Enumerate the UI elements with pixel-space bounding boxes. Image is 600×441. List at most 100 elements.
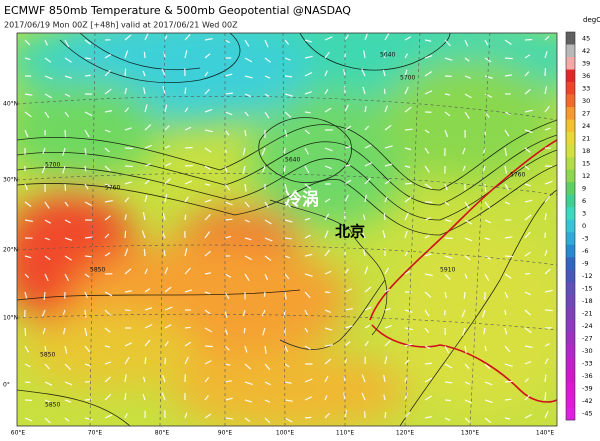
wind-arrow [24, 129, 29, 138]
wind-arrow [84, 236, 93, 239]
colorbar-swatch [566, 82, 575, 95]
wind-arrow [104, 69, 111, 77]
wind-arrow [384, 33, 390, 41]
wind-arrow [124, 181, 132, 185]
wind-arrow [324, 198, 331, 203]
wind-arrow [362, 232, 366, 239]
wind-arrow [344, 341, 351, 347]
colorbar-tick-label: -27 [582, 335, 593, 343]
wind-arrow [224, 92, 234, 95]
wind-arrow [44, 75, 53, 80]
wind-arrow [464, 39, 469, 47]
wind-arrow [284, 255, 291, 259]
wind-arrow [184, 50, 188, 59]
wind-arrow [304, 39, 312, 43]
wind-arrow [104, 309, 111, 316]
colorbar-swatch [566, 219, 575, 233]
wind-arrow [124, 268, 132, 275]
colorbar-unit: degC [583, 16, 600, 24]
wind-arrow [104, 345, 111, 348]
wind-arrow [304, 378, 313, 383]
wind-arrow [64, 111, 70, 118]
wind-arrow [104, 199, 113, 203]
wind-arrow [124, 197, 130, 203]
colorbar-tick-label: -21 [582, 310, 593, 318]
wind-arrow [261, 147, 266, 156]
wind-arrow [384, 308, 391, 311]
wind-arrow [304, 71, 313, 77]
wind-arrow [224, 309, 228, 318]
wind-arrow [244, 255, 252, 261]
wind-arrow [404, 250, 409, 257]
wind-arrow [444, 39, 451, 47]
wind-arrow [404, 69, 408, 77]
wind-arrow [104, 88, 112, 95]
colorbar-tick-label: 9 [582, 184, 586, 192]
wind-arrow [484, 219, 492, 224]
wind-arrow [424, 291, 432, 298]
wind-arrow [424, 395, 433, 401]
wind-arrow [244, 111, 249, 117]
wind-arrow [44, 381, 53, 386]
wind-arrow [484, 183, 487, 193]
wind-arrow [204, 231, 211, 239]
wind-arrow [163, 51, 166, 59]
contour-label: 5640 [285, 157, 300, 164]
colorbar-swatch [566, 294, 575, 308]
contour-label: 5850 [90, 267, 105, 274]
wind-arrow [424, 377, 433, 383]
wind-arrow [204, 291, 211, 295]
lon-label: 140°E [536, 430, 554, 437]
wind-arrow [84, 57, 91, 60]
wind-arrow [464, 417, 472, 424]
wind-arrow [544, 127, 551, 131]
wind-arrow [404, 343, 413, 347]
wind-arrow [462, 327, 466, 336]
colorbar-tick-label: 18 [582, 147, 590, 155]
title: ECMWF 850mb Temperature & 500mb Geopoten… [4, 4, 351, 17]
wind-arrow [424, 90, 433, 95]
colorbar-tick-label: -36 [582, 372, 593, 380]
colorbar-swatch [566, 382, 575, 396]
wind-arrow [344, 308, 353, 311]
wind-arrow [484, 381, 493, 386]
lon-label: 110°E [336, 430, 354, 437]
wind-arrow [484, 345, 487, 352]
wind-arrow [244, 363, 252, 370]
wind-arrow [324, 344, 333, 347]
wind-arrow [324, 213, 330, 221]
wind-arrow [224, 397, 233, 401]
wind-arrow [224, 273, 232, 278]
wind-arrow [24, 183, 28, 191]
wind-arrow [404, 86, 409, 95]
wind-arrow [64, 39, 70, 48]
wind-arrow [504, 309, 507, 316]
wind-arrow [204, 213, 211, 221]
wind-arrow [184, 356, 189, 365]
wind-arrow [64, 381, 73, 386]
wind-arrow [84, 363, 92, 367]
wind-arrow [484, 57, 492, 63]
wind-arrow [343, 392, 346, 401]
wind-arrow [444, 255, 453, 259]
wind-arrow [424, 216, 431, 221]
wind-arrow [284, 39, 290, 45]
wind-arrow [44, 39, 48, 46]
wind-arrow [324, 165, 332, 170]
wind-arrow [544, 213, 547, 221]
wind-arrow [161, 68, 166, 77]
wind-arrow [404, 212, 409, 221]
wind-arrow [383, 88, 386, 95]
lon-label: 120°E [396, 430, 414, 437]
wind-arrow [264, 417, 271, 424]
wind-arrow [164, 35, 168, 41]
wind-arrow [41, 309, 46, 318]
wind-arrow [64, 399, 72, 403]
wind-arrow [224, 235, 232, 239]
wind-arrow [104, 327, 111, 333]
wind-arrow [424, 234, 430, 239]
wind-arrow [444, 129, 449, 138]
wind-arrow [544, 391, 547, 401]
contour-label: 5850 [40, 352, 55, 359]
wind-arrow [544, 358, 549, 365]
